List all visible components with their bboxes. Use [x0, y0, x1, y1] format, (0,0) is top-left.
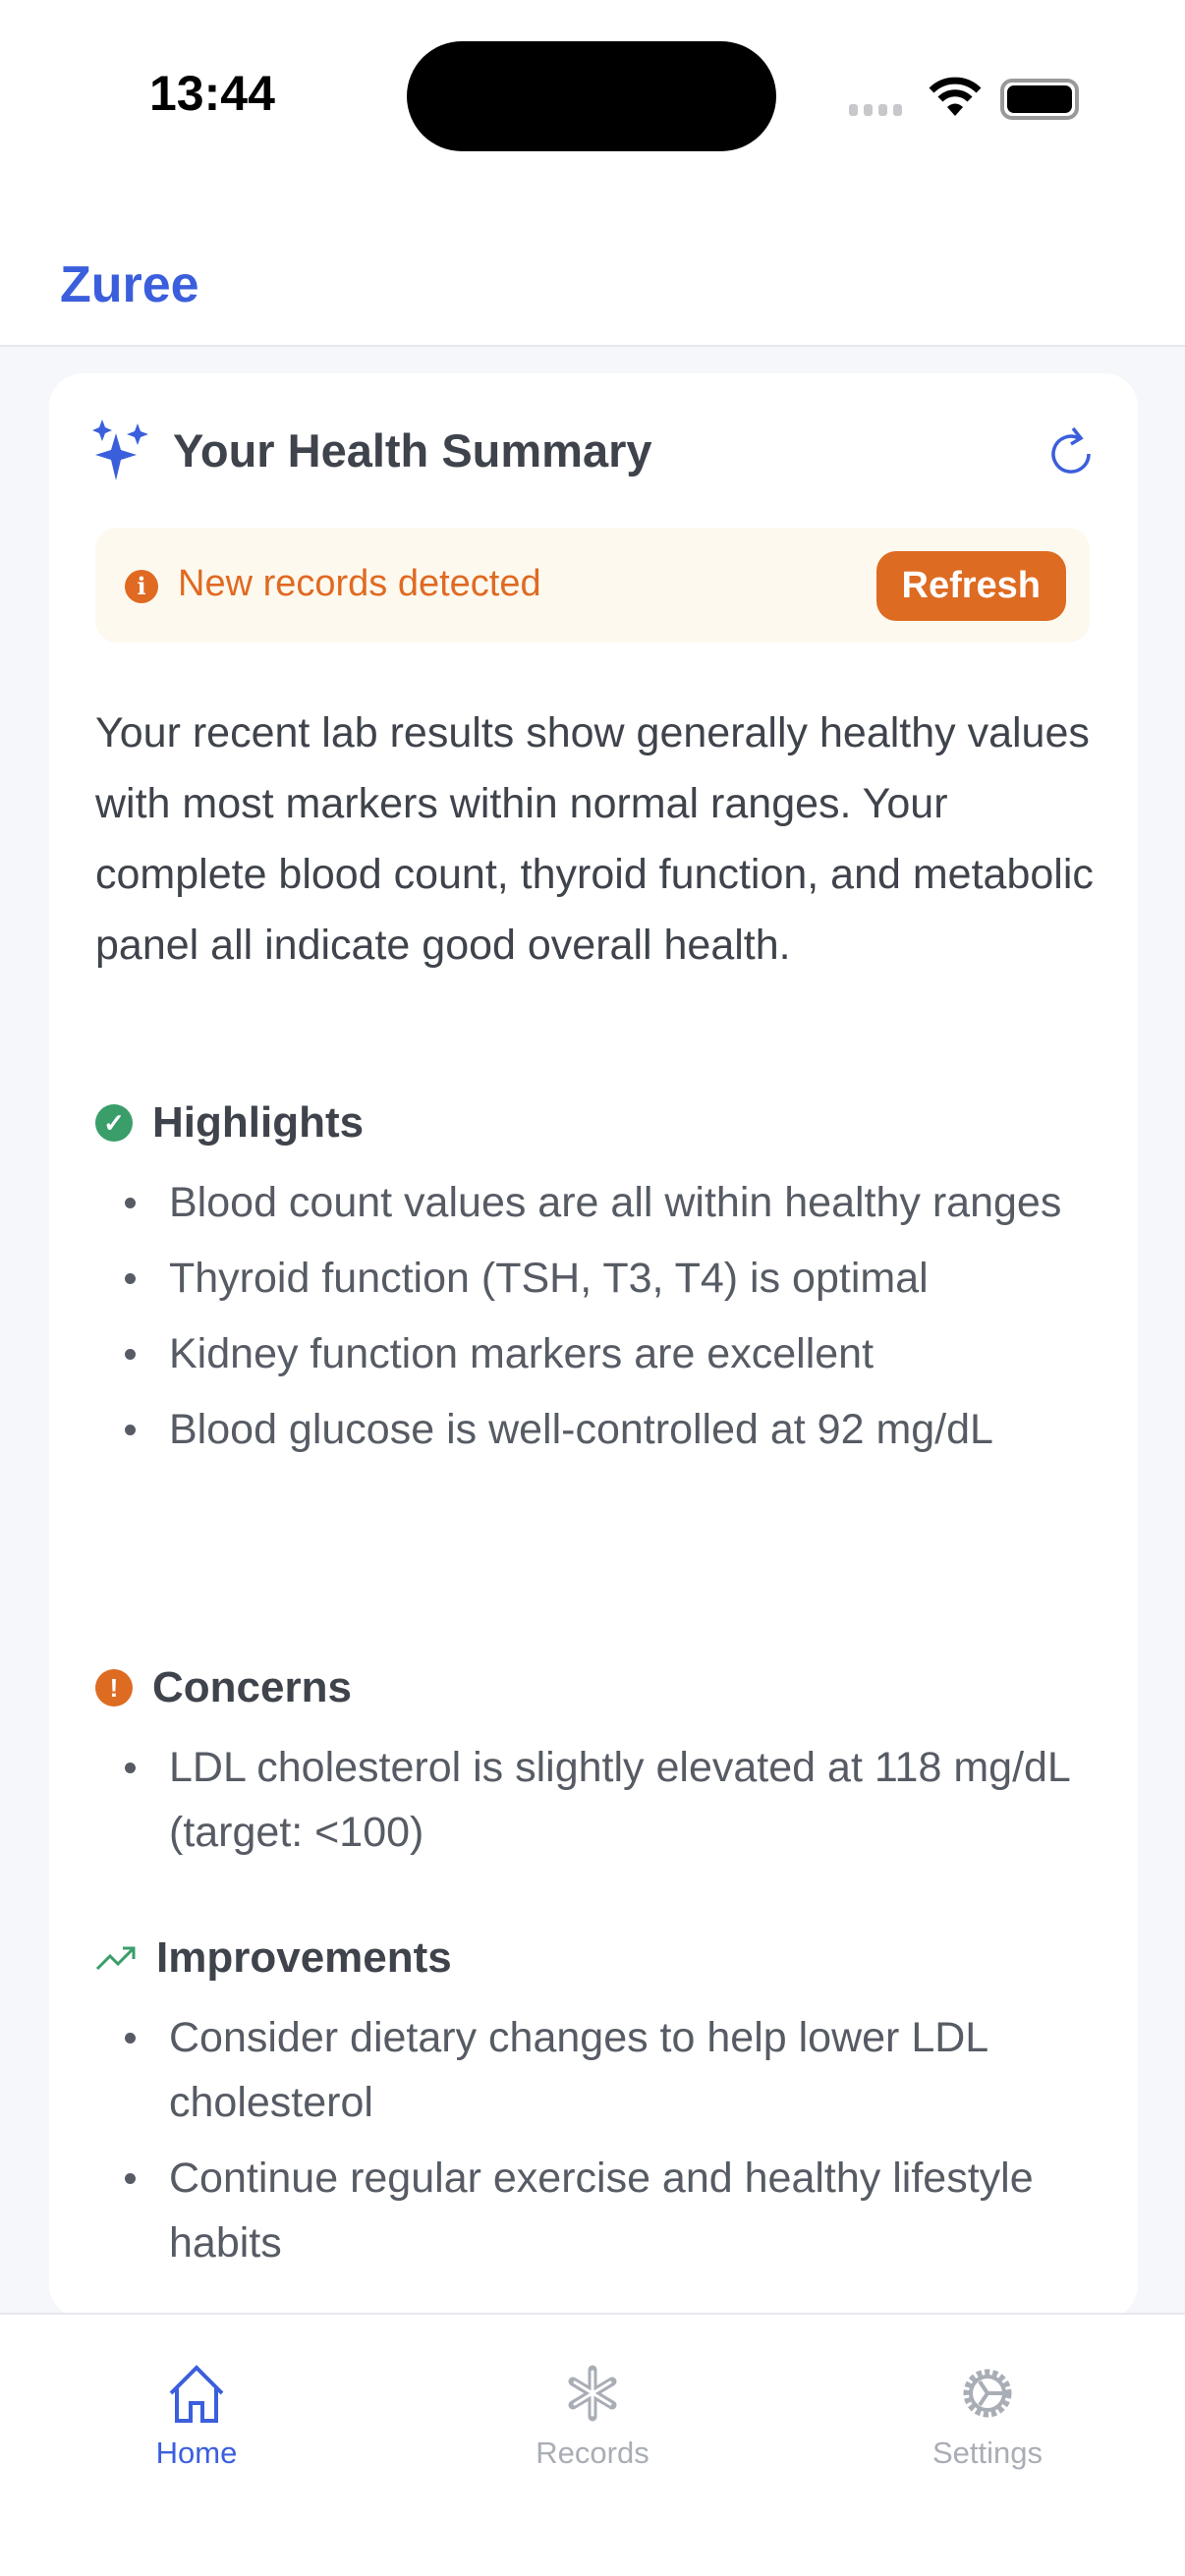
summary-title: Your Health Summary [173, 423, 652, 476]
list-item: Blood glucose is well-controlled at 92 m… [95, 1397, 1107, 1462]
medical-asterisk-icon [568, 2365, 617, 2422]
summary-paragraph: Your recent lab results show generally h… [95, 709, 1094, 969]
summary-header: Your Health Summary [92, 420, 1095, 480]
alert-circle-icon: ! [95, 1669, 133, 1707]
list-item: Continue regular exercise and healthy li… [95, 2146, 1107, 2275]
trending-up-icon [95, 1946, 136, 1971]
tab-bar: Home Records Settings [0, 2313, 1185, 2576]
list-item: Blood count values are all within health… [95, 1170, 1107, 1235]
info-icon: i [125, 570, 158, 603]
section-title: Highlights [152, 1098, 365, 1147]
list-item: Thyroid function (TSH, T3, T4) is optima… [95, 1246, 1107, 1311]
tab-label: Home [155, 2436, 238, 2470]
tab-label: Settings [931, 2436, 1043, 2470]
tab-records[interactable]: Records [494, 2364, 691, 2471]
list-item: LDL cholesterol is slightly elevated at … [95, 1735, 1107, 1865]
section-title: Improvements [156, 1933, 452, 1982]
concerns-section: ! Concerns LDL cholesterol is slightly el… [95, 1658, 1107, 1876]
refresh-button[interactable]: Refresh [875, 551, 1066, 621]
refresh-icon[interactable] [1049, 424, 1095, 476]
status-bar: 13:44 [0, 0, 1185, 196]
wifi-icon [929, 77, 982, 116]
banner-message: New records detected [178, 563, 541, 604]
home-icon [169, 2365, 224, 2423]
tab-home[interactable]: Home [98, 2364, 295, 2471]
signal-icon [849, 104, 902, 116]
tab-label: Records [536, 2436, 649, 2470]
sparkles-icon [92, 420, 148, 480]
improvements-section: Improvements Consider dietary changes to… [95, 1929, 1107, 2286]
tab-settings[interactable]: Settings [889, 2364, 1086, 2471]
section-title: Concerns [152, 1663, 352, 1711]
battery-icon [1000, 79, 1079, 120]
health-summary-card: Your Health Summary i New records detect… [49, 373, 1138, 2319]
list-item: Consider dietary changes to help lower L… [95, 2005, 1107, 2135]
list-item: Kidney function markers are excellent [95, 1321, 1107, 1386]
gear-icon [963, 2369, 1012, 2418]
app-header: Zuree [0, 196, 1185, 347]
check-circle-icon: ✓ [95, 1104, 133, 1142]
status-time: 13:44 [149, 66, 275, 121]
new-records-banner: i New records detected Refresh [95, 528, 1090, 643]
dynamic-island [407, 41, 776, 151]
app-brand: Zuree [60, 256, 199, 313]
highlights-section: ✓ Highlights Blood count values are all w… [95, 1093, 1107, 1473]
